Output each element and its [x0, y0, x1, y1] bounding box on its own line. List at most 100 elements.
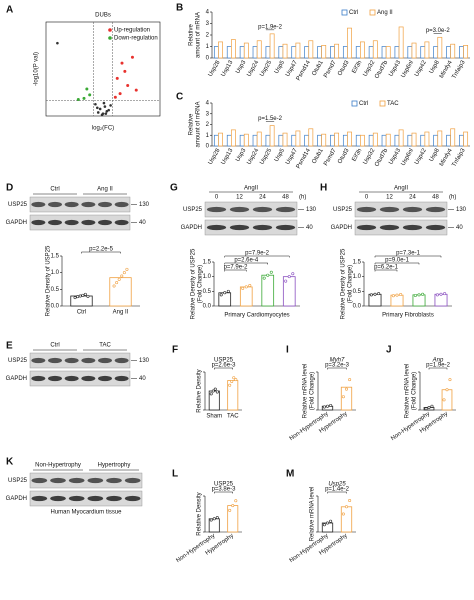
band — [379, 206, 400, 213]
marker-label: 40 — [139, 220, 146, 226]
band — [356, 224, 377, 231]
band — [356, 206, 377, 213]
data-point — [112, 284, 116, 288]
data-point — [78, 294, 82, 298]
point — [100, 113, 104, 117]
data-point — [241, 286, 245, 290]
bar — [459, 46, 464, 59]
point — [94, 102, 97, 106]
bar — [109, 277, 132, 307]
band — [229, 224, 250, 231]
bar — [330, 134, 335, 147]
bar — [261, 274, 275, 307]
point — [109, 104, 112, 107]
panel-title: Anp — [432, 358, 444, 364]
band — [81, 375, 96, 382]
x-tick-label: Usp5 — [274, 147, 287, 163]
y-tick-label: 1.5 — [51, 254, 60, 260]
data-point — [399, 293, 403, 297]
x-tick-label: Usp8 — [429, 59, 442, 75]
bar — [424, 41, 430, 59]
bar — [218, 132, 223, 147]
unit-label: (h) — [449, 195, 456, 201]
bar — [437, 130, 443, 147]
bar — [407, 134, 413, 147]
bar — [218, 41, 223, 59]
x-tick-label: Otud7b — [374, 147, 389, 168]
point — [130, 55, 134, 59]
y-axis-label: Relative mRNA level — [310, 487, 316, 542]
data-point — [344, 505, 348, 509]
point — [115, 76, 119, 80]
bar — [381, 46, 387, 59]
y-tick-label: 0.5 — [51, 287, 60, 293]
band — [31, 219, 46, 226]
p-value: p=7.9e-2 — [224, 265, 249, 271]
data-point — [291, 272, 295, 276]
y-tick-label: 1.0 — [203, 274, 212, 280]
p-value: p=1.4e-2 — [325, 487, 350, 493]
band — [114, 357, 129, 364]
bar — [411, 42, 417, 59]
blot-row — [29, 214, 131, 231]
band — [68, 477, 85, 484]
legend-marker — [379, 100, 386, 107]
band — [48, 375, 62, 382]
treatment-label: AngII — [394, 186, 408, 192]
band — [64, 219, 79, 226]
x-tick-label: Otud3 — [337, 147, 351, 165]
y-axis-label: Relative Density of USP25 — [46, 245, 52, 316]
bar — [239, 134, 245, 147]
bar — [360, 41, 365, 59]
bar — [213, 134, 219, 147]
bar — [317, 46, 323, 59]
y-tick-label: 0 — [206, 144, 210, 150]
bar — [278, 134, 284, 147]
data-point — [213, 387, 217, 391]
treatment-label: AngII — [244, 186, 258, 192]
bar — [226, 46, 232, 59]
point — [123, 69, 127, 73]
data-point — [228, 508, 232, 512]
row-label: USP25 — [183, 207, 203, 213]
bar — [372, 40, 378, 59]
band — [98, 219, 112, 226]
bar — [239, 46, 245, 59]
y-tick-label: 0 — [206, 56, 210, 62]
bar — [347, 131, 352, 147]
band — [64, 357, 79, 364]
bar — [372, 132, 378, 147]
point — [96, 106, 99, 110]
row-label: GAPDH — [6, 376, 27, 382]
significance-bracket — [214, 491, 233, 494]
bar — [269, 33, 275, 59]
bar — [340, 506, 353, 533]
p-value: p=7.3e-1 — [396, 251, 421, 257]
legend-marker — [341, 9, 348, 16]
y-tick-label: 4 — [206, 101, 210, 107]
data-point — [369, 293, 373, 297]
bar — [446, 134, 452, 147]
y-tick-label: 2 — [206, 33, 210, 39]
lane-label: 0 — [365, 195, 369, 201]
bar — [446, 46, 452, 59]
panel-letter: L — [172, 469, 178, 480]
x-tick-label: Otud7b — [374, 59, 389, 80]
bar — [226, 134, 232, 147]
y-axis-label: Relative Density — [197, 492, 203, 535]
bar — [463, 44, 469, 59]
bar — [291, 46, 297, 59]
y-axis-label: Relative — [189, 113, 195, 135]
legend-label: Ang II — [377, 10, 393, 16]
legend-label: Ctrl — [359, 101, 368, 107]
data-point — [373, 292, 377, 296]
point — [134, 88, 138, 92]
point — [96, 111, 100, 114]
panel-title: DUBs — [95, 13, 111, 19]
bar — [420, 46, 426, 59]
band — [114, 219, 129, 226]
bar — [385, 133, 391, 147]
bar — [231, 39, 236, 59]
data-point — [234, 499, 238, 503]
